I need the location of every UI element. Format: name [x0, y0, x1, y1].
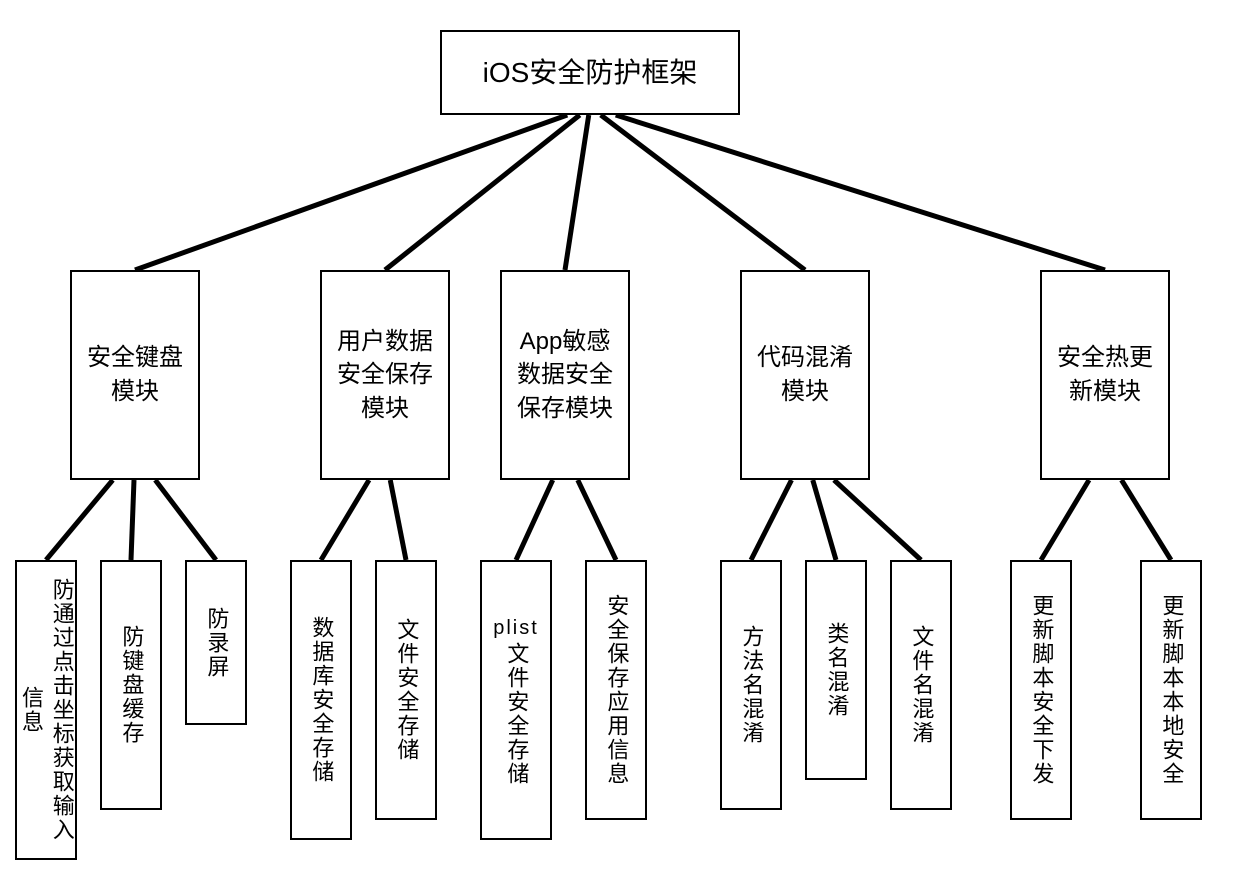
edge-mid2-leaf5 [390, 480, 406, 560]
edge-mid3-leaf7 [578, 480, 616, 560]
node-leaf6: plist文件安全存储 [480, 560, 552, 840]
edge-mid2-leaf4 [321, 480, 369, 560]
edge-root-mid1 [135, 115, 567, 270]
node-leaf1: 防通过点击坐标获取输入信息 [15, 560, 77, 860]
node-leaf8: 方法名混淆 [720, 560, 782, 810]
edge-mid3-leaf6 [516, 480, 553, 560]
edge-root-mid2 [385, 115, 580, 270]
edge-mid1-leaf3 [155, 480, 216, 560]
edge-mid4-leaf10 [834, 480, 921, 560]
edge-mid1-leaf2 [131, 480, 134, 560]
node-mid1: 安全键盘模块 [70, 270, 200, 480]
node-leaf4: 数据库安全存储 [290, 560, 352, 840]
node-leaf11: 更新脚本安全下发 [1010, 560, 1072, 820]
node-mid4: 代码混淆模块 [740, 270, 870, 480]
edge-mid1-leaf1 [46, 480, 113, 560]
node-leaf3: 防录屏 [185, 560, 247, 725]
edge-root-mid5 [616, 115, 1105, 270]
edge-mid5-leaf12 [1122, 480, 1172, 560]
node-leaf10: 文件名混淆 [890, 560, 952, 810]
edge-root-mid3 [565, 115, 589, 270]
node-leaf5: 文件安全存储 [375, 560, 437, 820]
edge-mid4-leaf9 [813, 480, 836, 560]
edge-mid5-leaf11 [1041, 480, 1089, 560]
node-leaf12: 更新脚本本地安全 [1140, 560, 1202, 820]
node-mid5: 安全热更新模块 [1040, 270, 1170, 480]
edge-mid4-leaf8 [751, 480, 792, 560]
node-mid3: App敏感数据安全保存模块 [500, 270, 630, 480]
node-leaf2: 防键盘缓存 [100, 560, 162, 810]
node-leaf9: 类名混淆 [805, 560, 867, 780]
node-mid2: 用户数据安全保存模块 [320, 270, 450, 480]
node-leaf7: 安全保存应用信息 [585, 560, 647, 820]
node-root: iOS安全防护框架 [440, 30, 740, 115]
edge-root-mid4 [601, 115, 805, 270]
